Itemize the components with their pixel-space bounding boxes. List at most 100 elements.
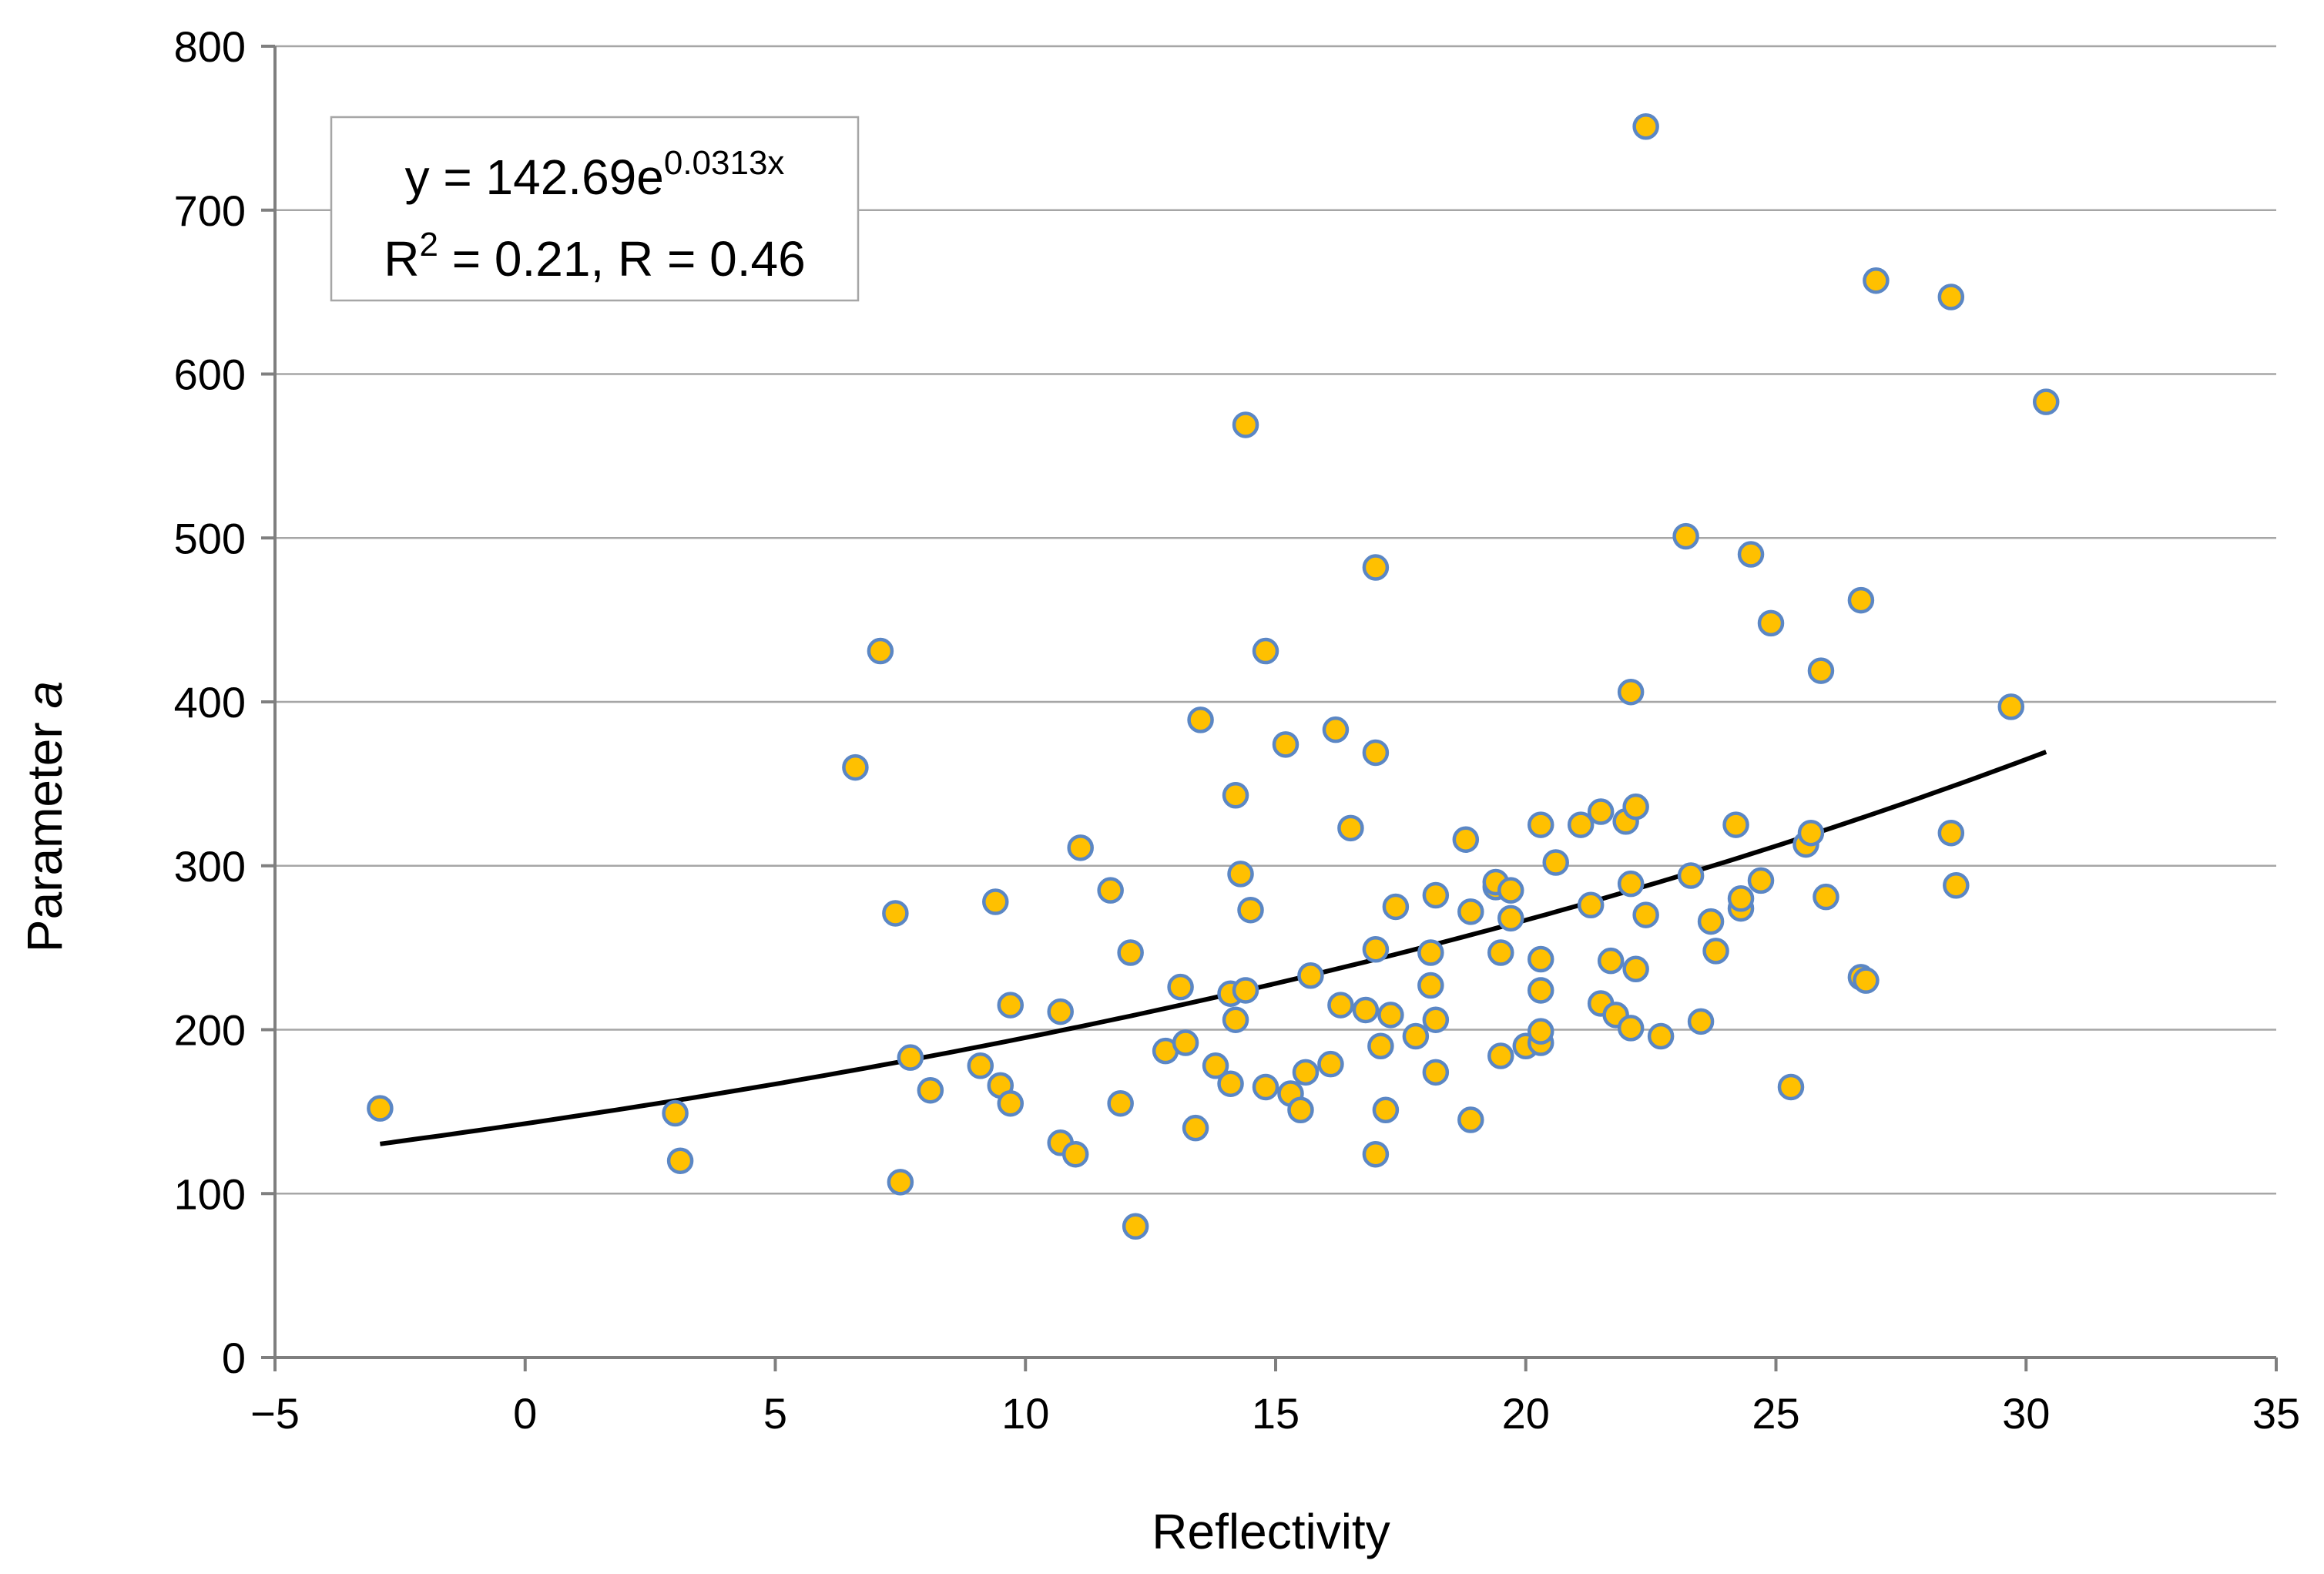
data-point (1622, 793, 1649, 821)
data-point (1487, 1042, 1514, 1069)
data-point (897, 1044, 924, 1071)
data-point (1527, 811, 1554, 838)
y-tick-label: 800 (174, 22, 246, 71)
data-point (1252, 637, 1279, 665)
data-point (1222, 782, 1249, 809)
data-point (1122, 1213, 1149, 1240)
data-points (367, 112, 2060, 1240)
y-tick-label: 700 (174, 186, 246, 235)
data-point (1747, 867, 1775, 894)
data-point (1422, 1059, 1450, 1086)
data-point (1182, 1114, 1209, 1142)
data-point (1202, 1052, 1229, 1079)
x-tick-label: 10 (1001, 1389, 1049, 1438)
y-tick-label: 500 (174, 514, 246, 562)
y-tick-label: 100 (174, 1170, 246, 1218)
data-point (1237, 896, 1264, 924)
data-point (1292, 1059, 1320, 1086)
x-tick-label: 5 (763, 1389, 787, 1438)
data-point (367, 1095, 394, 1122)
data-point (1807, 657, 1835, 684)
data-point (967, 1052, 994, 1079)
y-axis-title: Parameter a (17, 681, 72, 952)
data-point (1232, 411, 1259, 438)
data-point (1777, 1073, 1805, 1101)
data-point (1597, 947, 1625, 975)
data-point (1322, 716, 1350, 743)
y-tick-label: 300 (174, 842, 246, 891)
data-point (842, 753, 869, 781)
data-point (867, 637, 894, 665)
data-point (1937, 819, 1965, 847)
data-point (1853, 967, 1880, 994)
data-point (882, 900, 909, 927)
data-point (1372, 1096, 1400, 1123)
equation-line1: y = 142.69e0.0313x (405, 144, 785, 205)
data-point (1863, 267, 1890, 294)
data-point (1457, 898, 1484, 925)
x-tick-label: 25 (1752, 1389, 1799, 1438)
x-tick-label: 0 (513, 1389, 537, 1438)
data-point (1457, 1106, 1484, 1133)
exponential-trendline (380, 750, 2047, 1146)
data-point (1797, 819, 1825, 847)
data-point (1107, 1089, 1134, 1117)
data-point (1317, 1050, 1344, 1078)
data-point (1617, 870, 1645, 898)
data-point (1672, 522, 1699, 550)
data-point (1167, 973, 1194, 1001)
data-point (1272, 731, 1299, 758)
data-point (1577, 891, 1605, 919)
data-point (1362, 936, 1390, 963)
data-point (1232, 977, 1259, 1004)
data-point (662, 1099, 689, 1127)
data-point (1061, 1140, 1089, 1168)
data-point (1527, 977, 1554, 1004)
data-point (1067, 834, 1094, 861)
data-point (982, 888, 1009, 915)
data-point (1452, 826, 1480, 853)
data-point (1487, 939, 1514, 966)
axes (261, 45, 2278, 1371)
data-point (1327, 992, 1354, 1019)
data-point (1617, 1015, 1645, 1042)
data-point (2032, 388, 2060, 415)
data-point (1757, 609, 1785, 637)
equation-line2: R2 = 0.21, R = 0.46 (384, 226, 805, 287)
data-point (917, 1076, 944, 1104)
data-point (1737, 541, 1765, 568)
data-point (1542, 849, 1569, 876)
data-point (1632, 112, 1659, 140)
data-point (1377, 1002, 1404, 1029)
data-point (1287, 1096, 1314, 1123)
data-point (1227, 861, 1254, 888)
x-tick-label: 35 (2252, 1389, 2300, 1438)
data-point (1527, 1018, 1554, 1045)
data-point (1337, 814, 1364, 842)
data-point (1587, 798, 1615, 825)
data-point (1847, 586, 1875, 614)
data-point (1367, 1032, 1394, 1060)
data-point (1497, 877, 1524, 904)
data-point (1172, 1029, 1199, 1056)
data-point (1647, 1022, 1675, 1050)
data-point (1422, 881, 1450, 909)
data-point (1382, 893, 1410, 921)
data-point (1417, 939, 1444, 966)
data-point (666, 1147, 694, 1174)
data-point (1047, 998, 1074, 1025)
x-axis-title: Reflectivity (1152, 1504, 1390, 1559)
data-point (1187, 706, 1214, 733)
data-point (1677, 862, 1705, 889)
data-point (1997, 693, 2025, 720)
data-point (1222, 1006, 1249, 1033)
data-point (1422, 1006, 1450, 1033)
data-point (1117, 939, 1144, 966)
x-tick-label: 30 (2002, 1389, 2050, 1438)
data-point (1217, 1070, 1244, 1097)
x-tick-label: −5 (250, 1389, 300, 1438)
data-point (1567, 811, 1595, 838)
data-point (1527, 945, 1554, 973)
